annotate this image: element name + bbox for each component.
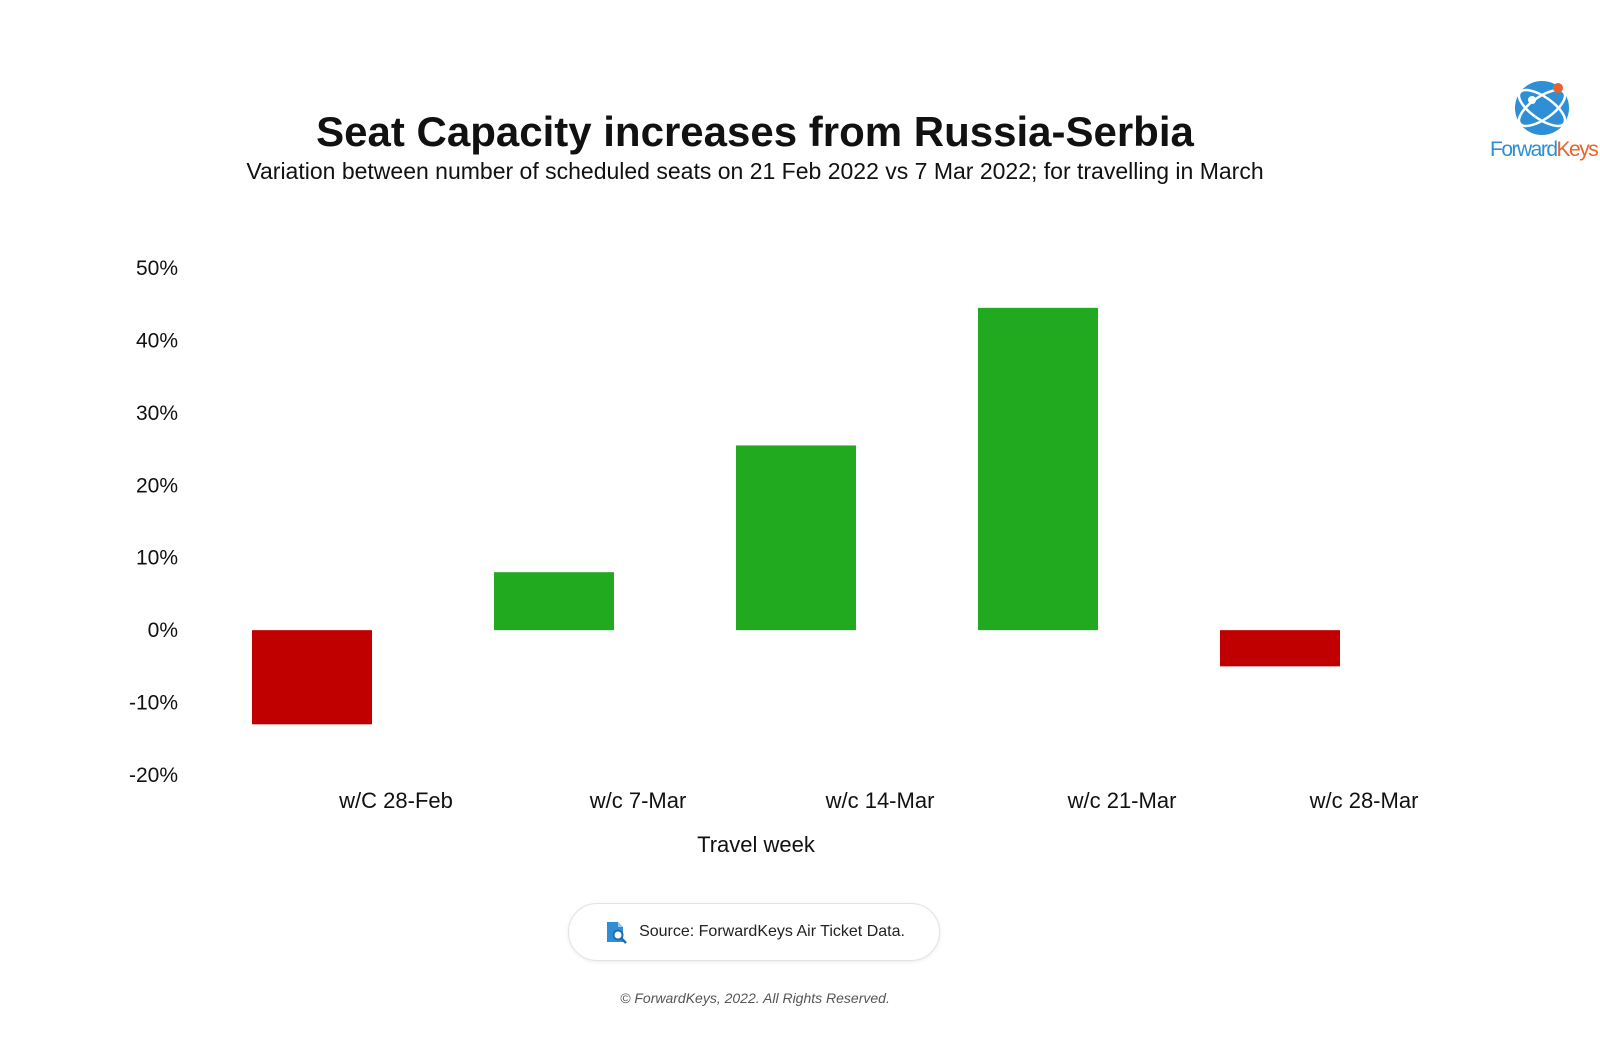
bar-2 bbox=[736, 445, 856, 631]
bars bbox=[252, 307, 1340, 725]
y-axis-ticks: 50% 40% 30% 20% 10% 0% -10% -20% bbox=[129, 257, 178, 787]
forwardkeys-logo: ForwardKeys bbox=[1490, 78, 1599, 168]
y-tick-label: 10% bbox=[136, 547, 178, 570]
logo-wordmark: ForwardKeys bbox=[1490, 138, 1599, 162]
y-tick-label: 50% bbox=[136, 257, 178, 280]
bar-4 bbox=[1220, 630, 1340, 667]
globe-icon bbox=[1515, 81, 1569, 135]
y-tick-label: 20% bbox=[136, 474, 178, 497]
y-tick-label: 40% bbox=[136, 329, 178, 352]
x-category-label: w/C 28-Feb bbox=[338, 788, 453, 813]
y-tick-label: -10% bbox=[129, 692, 178, 715]
y-tick-label: -20% bbox=[129, 764, 178, 787]
x-category-label: w/c 14-Mar bbox=[825, 788, 935, 813]
document-search-icon bbox=[607, 922, 627, 944]
x-category-label: w/c 21-Mar bbox=[1067, 788, 1177, 813]
logo-word-keys: Keys bbox=[1556, 138, 1599, 161]
chart-title: Seat Capacity increases from Russia-Serb… bbox=[316, 108, 1194, 155]
copyright-text: © ForwardKeys, 2022. All Rights Reserved… bbox=[620, 990, 890, 1006]
y-tick-label: 30% bbox=[136, 402, 178, 425]
x-category-label: w/c 28-Mar bbox=[1309, 788, 1419, 813]
bar-chart: 50% 40% 30% 20% 10% 0% -10% -20% w/C 28-Feb w/c … bbox=[129, 257, 1418, 857]
bar-1 bbox=[494, 572, 614, 631]
bar-3 bbox=[978, 307, 1098, 631]
x-axis-label: Travel week bbox=[697, 832, 816, 857]
x-category-label: w/c 7-Mar bbox=[589, 788, 687, 813]
source-text: Source: ForwardKeys Air Ticket Data. bbox=[639, 923, 905, 940]
bar-0 bbox=[252, 630, 372, 725]
source-pill: Source: ForwardKeys Air Ticket Data. bbox=[568, 903, 940, 961]
logo-word-forward: Forward bbox=[1490, 138, 1558, 161]
x-axis-categories: w/C 28-Feb w/c 7-Mar w/c 14-Mar w/c 21-Mar w… bbox=[338, 788, 1418, 813]
y-tick-label: 0% bbox=[148, 619, 178, 642]
chart-subtitle: Variation between number of scheduled se… bbox=[246, 158, 1264, 184]
